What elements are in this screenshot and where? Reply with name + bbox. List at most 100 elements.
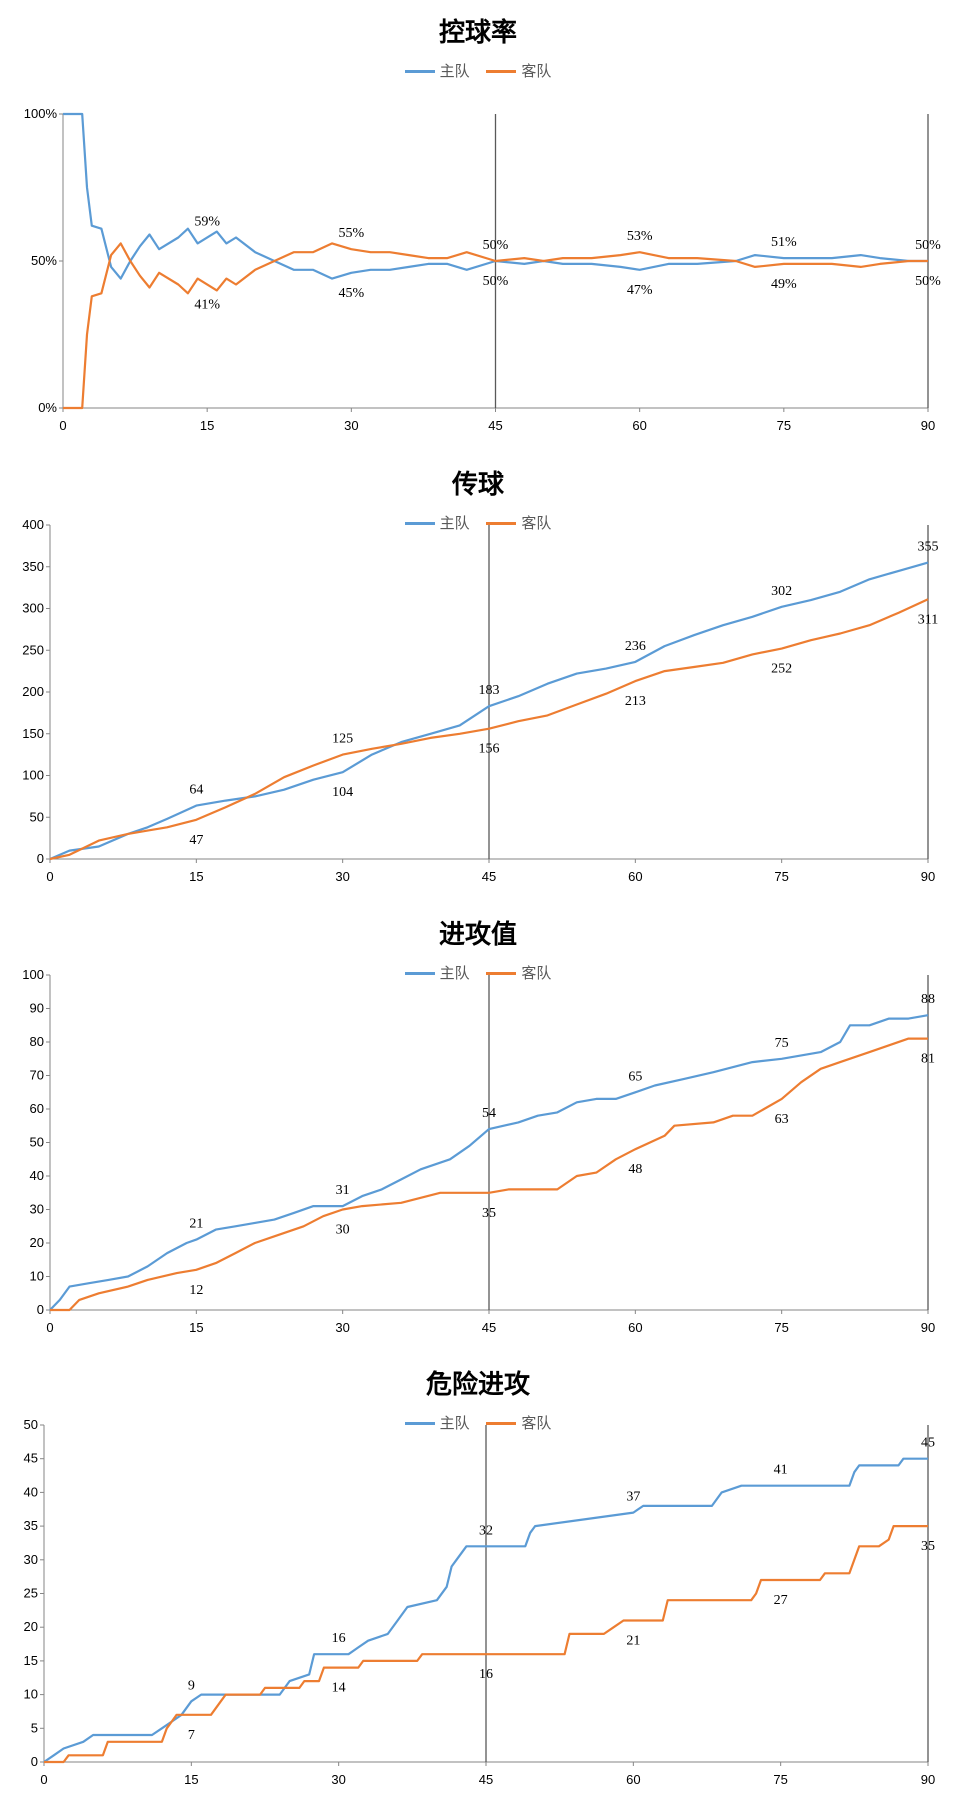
y-tick-label: 5 xyxy=(31,1720,38,1735)
data-label: 183 xyxy=(479,683,500,698)
data-label: 355 xyxy=(918,540,939,555)
legend-swatch-home xyxy=(404,972,435,975)
data-label: 64 xyxy=(189,783,203,798)
y-tick-label: 40 xyxy=(24,1484,38,1499)
x-tick-label: 15 xyxy=(200,418,214,433)
x-tick-label: 75 xyxy=(777,418,791,433)
legend-label-home: 主队 xyxy=(439,1414,470,1432)
x-tick-label: 60 xyxy=(628,1320,642,1335)
data-label: 7 xyxy=(188,1728,195,1743)
x-tick-label: 90 xyxy=(921,418,935,433)
data-label: 37 xyxy=(626,1490,640,1505)
data-label: 50% xyxy=(915,274,941,289)
series-line-away xyxy=(49,598,929,861)
x-tick-label: 0 xyxy=(59,418,66,433)
series-line-away xyxy=(50,1037,928,1312)
legend-swatch-home xyxy=(404,1422,435,1425)
data-label: 21 xyxy=(189,1217,203,1232)
chart-legend: 主队 客队 xyxy=(0,1412,956,1433)
x-tick-label: 75 xyxy=(774,1320,788,1335)
y-tick-label: 30 xyxy=(30,1202,44,1217)
y-tick-label: 250 xyxy=(22,642,44,657)
legend-swatch-away xyxy=(486,972,517,975)
data-label: 104 xyxy=(332,785,353,800)
data-label: 27 xyxy=(774,1593,788,1608)
legend-item-home: 主队 xyxy=(404,60,470,81)
y-tick-label: 50 xyxy=(30,1135,44,1150)
legend-label-away: 客队 xyxy=(521,514,552,532)
x-tick-label: 15 xyxy=(184,1772,198,1787)
y-tick-label: 30 xyxy=(24,1552,38,1567)
y-tick-label: 25 xyxy=(24,1586,38,1601)
data-label: 16 xyxy=(332,1631,346,1646)
data-label: 55% xyxy=(338,226,364,241)
y-tick-label: 15 xyxy=(24,1653,38,1668)
data-label: 252 xyxy=(771,662,792,677)
chart-plot-area: 0% 50% 100% 0 15 30 45 60 75 90 59% 41% 55% 45% 50% 50%… xyxy=(24,106,941,433)
y-tick-label: 50 xyxy=(24,1417,38,1432)
data-label: 311 xyxy=(918,612,938,627)
x-tick-label: 45 xyxy=(482,1320,496,1335)
x-tick-label: 30 xyxy=(335,1320,349,1335)
legend-label-home: 主队 xyxy=(439,964,470,982)
x-tick-label: 15 xyxy=(189,1320,203,1335)
y-tick-label: 70 xyxy=(30,1068,44,1083)
data-label: 41% xyxy=(194,298,220,313)
chart-legend: 主队 客队 xyxy=(0,512,956,533)
x-tick-label: 0 xyxy=(46,1320,53,1335)
y-tick-label: 50% xyxy=(31,253,57,268)
legend-label-home: 主队 xyxy=(439,514,470,532)
legend-swatch-away xyxy=(486,1422,517,1425)
legend-item-home: 主队 xyxy=(404,962,470,983)
legend-label-away: 客队 xyxy=(521,964,552,982)
y-tick-label: 10 xyxy=(30,1269,44,1284)
chart-title: 危险进攻 xyxy=(425,1370,530,1400)
data-label: 16 xyxy=(479,1667,493,1682)
x-tick-label: 0 xyxy=(40,1772,47,1787)
data-label: 31 xyxy=(336,1183,350,1198)
chart-plot-area: 0 5 10 15 20 25 30 35 40 45 50 0 15 30 45 60 75 90 9 7 16 14 3… xyxy=(24,1417,936,1787)
y-tick-label: 400 xyxy=(22,517,44,532)
legend-swatch-home xyxy=(404,70,435,73)
data-label: 63 xyxy=(775,1112,789,1127)
legend-item-home: 主队 xyxy=(404,512,470,533)
chart-panel-dangerous-attacks: 危险进攻 主队 客队 0 5 10 15 20 25 30 35 40 45 50 0 15 30 45 60… xyxy=(0,1350,956,1804)
chart-plot-area: 0 10 20 30 40 50 60 70 80 90 100 0 15 30 45 60 75 90 21 12 3… xyxy=(22,967,935,1335)
series-line-home xyxy=(63,112,928,280)
data-label: 65 xyxy=(628,1069,642,1084)
y-tick-label: 80 xyxy=(30,1034,44,1049)
x-tick-label: 45 xyxy=(479,1772,493,1787)
chart-title: 控球率 xyxy=(438,18,517,48)
y-tick-label: 200 xyxy=(22,684,44,699)
chart-title: 传球 xyxy=(451,470,504,500)
data-label: 50% xyxy=(483,274,509,289)
data-label: 47 xyxy=(189,833,203,848)
data-label: 45 xyxy=(921,1436,935,1451)
x-tick-label: 90 xyxy=(921,1320,935,1335)
data-label: 236 xyxy=(625,639,646,654)
x-tick-label: 60 xyxy=(632,418,646,433)
data-label: 45% xyxy=(338,286,364,301)
legend-swatch-home xyxy=(404,522,435,525)
data-label: 213 xyxy=(625,694,646,709)
data-label: 81 xyxy=(921,1052,935,1067)
y-tick-label: 350 xyxy=(22,559,44,574)
data-label: 35 xyxy=(921,1539,935,1554)
x-tick-label: 75 xyxy=(773,1772,787,1787)
chart-plot-area: 0 50 100 150 200 250 300 350 400 0 15 30 45 60 75 90 64 4… xyxy=(22,517,939,884)
data-label: 32 xyxy=(479,1523,493,1538)
x-tick-label: 15 xyxy=(189,869,203,884)
x-tick-label: 60 xyxy=(628,869,642,884)
y-tick-label: 10 xyxy=(24,1687,38,1702)
legend-label-home: 主队 xyxy=(439,62,470,80)
y-tick-label: 0 xyxy=(31,1754,38,1769)
x-tick-label: 45 xyxy=(482,869,496,884)
legend-item-away: 客队 xyxy=(486,512,551,533)
series-line-away xyxy=(44,1525,928,1764)
legend-label-away: 客队 xyxy=(521,1414,552,1432)
data-label: 50% xyxy=(915,238,941,253)
data-label: 9 xyxy=(188,1678,195,1693)
legend-item-away: 客队 xyxy=(486,60,551,81)
y-tick-label: 300 xyxy=(22,601,44,616)
x-tick-label: 60 xyxy=(626,1772,640,1787)
